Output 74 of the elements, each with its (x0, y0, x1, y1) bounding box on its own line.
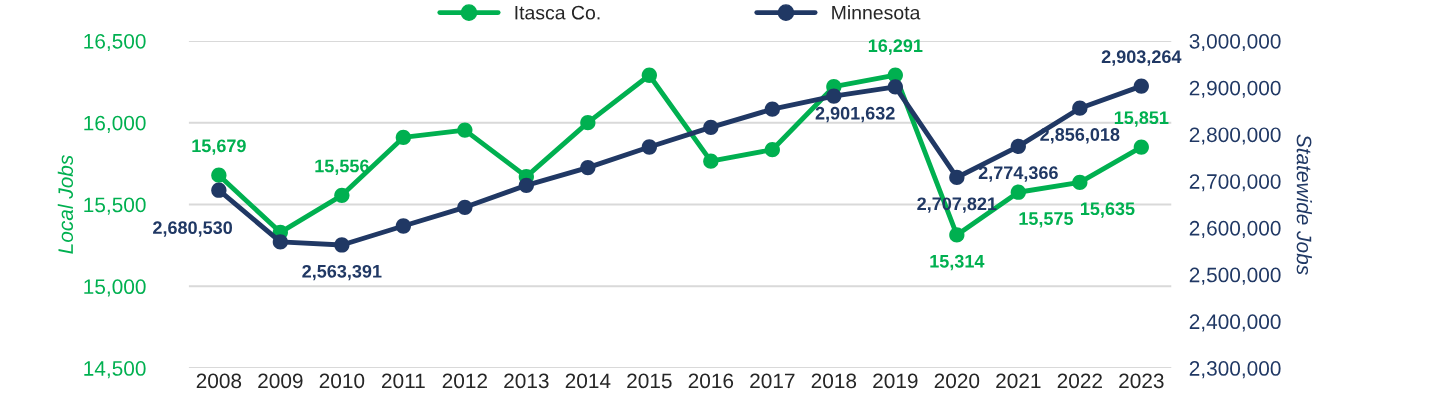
point (641, 139, 657, 155)
point (1133, 78, 1149, 94)
x-tick-label: 2009 (258, 373, 303, 389)
point (395, 129, 411, 146)
x-tick-label: 2014 (565, 373, 611, 389)
data-label: 2,774,366 (978, 166, 1058, 182)
y-tick-label: 15,500 (84, 197, 146, 215)
y2-tick-label: 2,300,000 (1189, 361, 1281, 379)
x-tick-label: 2019 (873, 373, 918, 389)
x-tick-label: 2018 (811, 373, 857, 389)
point (457, 199, 473, 215)
point (518, 177, 534, 193)
point (580, 115, 596, 131)
y2-tick-label: 2,800,000 (1189, 127, 1281, 145)
data-label: 15,851 (1114, 111, 1169, 127)
data-label: 15,679 (192, 139, 246, 155)
data-label: 16,291 (868, 39, 923, 55)
data-label: 2,680,530 (153, 221, 233, 237)
point (211, 182, 227, 198)
x-tick-label: 2011 (382, 373, 425, 389)
y2-tick-label: 2,700,000 (1189, 174, 1281, 192)
data-label: 15,314 (930, 254, 985, 271)
point (887, 79, 903, 95)
x-tick-label: 2022 (1057, 373, 1102, 389)
point (1010, 184, 1026, 200)
data-label: 15,635 (1080, 202, 1135, 218)
y2-tick-label: 2,400,000 (1189, 314, 1281, 332)
y-tick-label: 16,500 (84, 33, 146, 52)
x-tick-label: 2008 (196, 373, 242, 389)
x-tick-label: 2020 (934, 373, 980, 389)
data-label: 2,901,632 (815, 106, 895, 123)
y2-tick-label: 2,600,000 (1189, 220, 1281, 239)
y-tick-label: 15,000 (84, 279, 146, 297)
y2-tick-label: 2,500,000 (1189, 267, 1281, 285)
point (641, 67, 657, 83)
y2-tick-label: 2,900,000 (1189, 80, 1281, 98)
point (949, 169, 965, 186)
x-tick-label: 2015 (627, 373, 672, 389)
point (334, 187, 350, 203)
x-tick-label: 2016 (688, 373, 734, 389)
point (1072, 174, 1088, 191)
y-tick-label: 14,500 (84, 361, 146, 379)
point (1133, 139, 1149, 155)
x-tick-label: 2012 (442, 373, 487, 389)
point (949, 227, 965, 243)
point (580, 159, 596, 176)
y-axis-title: Local Jobs (57, 155, 74, 254)
x-tick-label: 2023 (1119, 373, 1164, 389)
data-label: 15,556 (315, 159, 369, 175)
data-label: 2,563,391 (302, 264, 382, 281)
point (1010, 138, 1026, 155)
legend-label: Itasca Co. (515, 5, 600, 20)
y2-axis-title: Statewide Jobs (1296, 134, 1312, 275)
point (1072, 100, 1088, 116)
legend-label: Minnesota (832, 5, 921, 20)
x-tick-label: 2013 (504, 373, 549, 389)
y-tick-label: 16,000 (84, 115, 146, 133)
point (826, 88, 842, 104)
point (395, 218, 411, 234)
x-tick-label: 2010 (319, 373, 365, 389)
data-label: 2,856,018 (1040, 128, 1120, 144)
data-label: 15,575 (1019, 212, 1074, 228)
data-label: 2,903,264 (1101, 50, 1182, 66)
point (334, 237, 350, 253)
point (764, 142, 780, 158)
y2-tick-label: 3,000,000 (1189, 33, 1281, 52)
point (272, 234, 288, 250)
point (457, 122, 473, 138)
point (703, 153, 719, 169)
point (211, 167, 227, 183)
x-tick-label: 2017 (750, 373, 795, 389)
x-tick-label: 2021 (996, 373, 1041, 389)
point (703, 119, 719, 136)
point (764, 101, 780, 117)
